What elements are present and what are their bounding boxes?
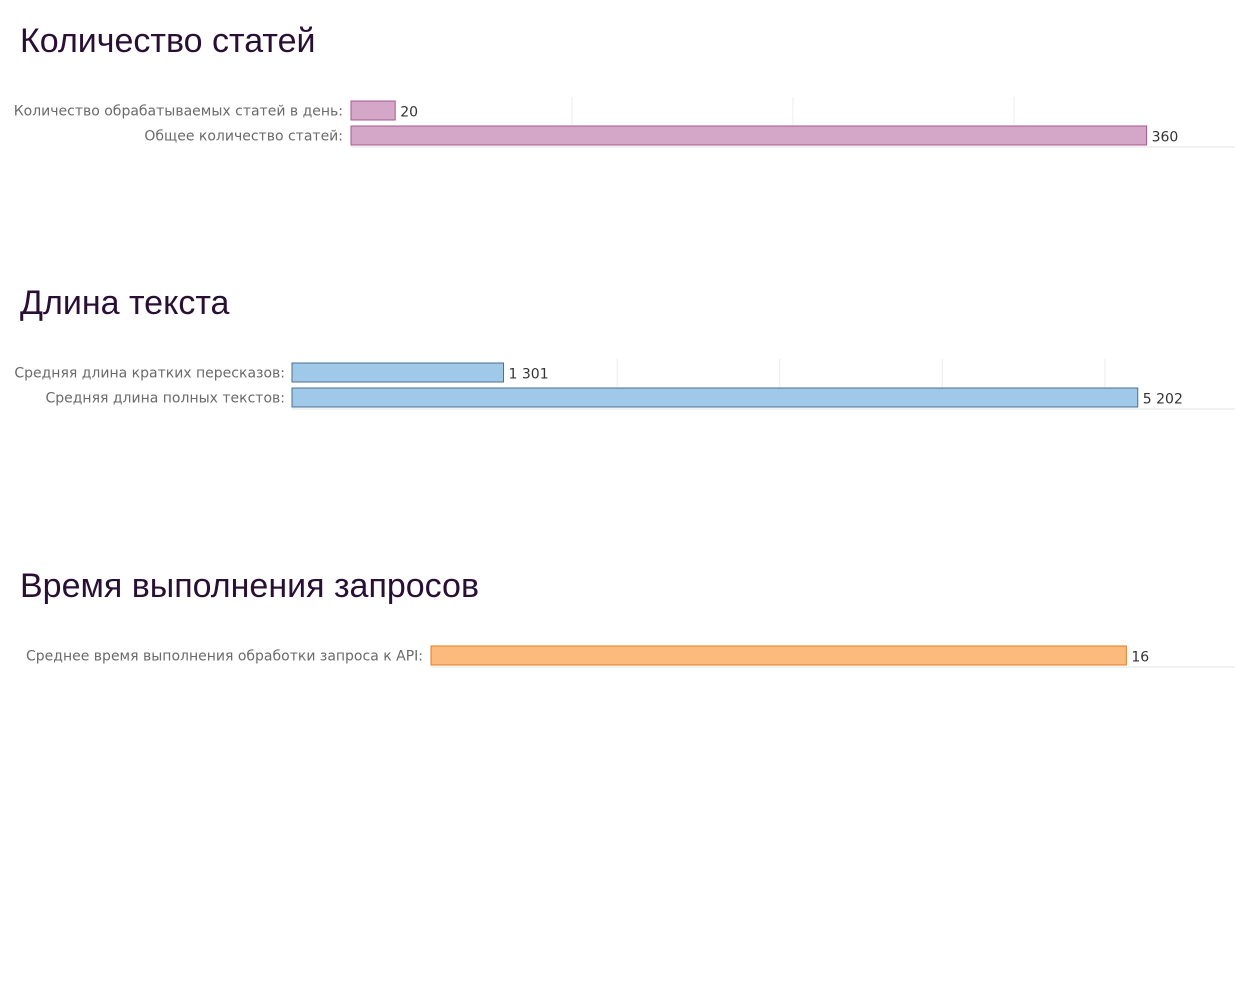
chart-article-count: Количество обрабатываемых статей в день:…: [14, 97, 1235, 148]
category-label: Общее количество статей:: [144, 129, 343, 145]
category-label: Среднее время выполнения обработки запро…: [26, 649, 423, 665]
category-label: Средняя длина полных текстов:: [45, 391, 285, 407]
chart-text-length: Средняя длина кратких пересказов: 1 301 Ср…: [14, 359, 1235, 410]
chart-title-article-count: Количество статей: [20, 22, 316, 60]
category-label: Средняя длина кратких пересказов:: [14, 366, 285, 382]
value-label: 16: [1131, 650, 1149, 666]
value-label: 1 301: [509, 367, 549, 383]
bar: [350, 125, 1148, 146]
bar: [291, 362, 505, 383]
category-label: Количество обрабатываемых статей в день:: [14, 104, 343, 120]
chart-request-time: Среднее время выполнения обработки запро…: [26, 645, 1235, 668]
value-label: 20: [400, 105, 418, 121]
bar: [430, 645, 1127, 666]
bar: [291, 387, 1139, 408]
chart-title-text-length: Длина текста: [20, 284, 230, 322]
chart-title-request-time: Время выполнения запросов: [20, 567, 480, 605]
value-label: 5 202: [1143, 392, 1183, 408]
value-label: 360: [1152, 130, 1179, 146]
bar: [350, 100, 396, 121]
